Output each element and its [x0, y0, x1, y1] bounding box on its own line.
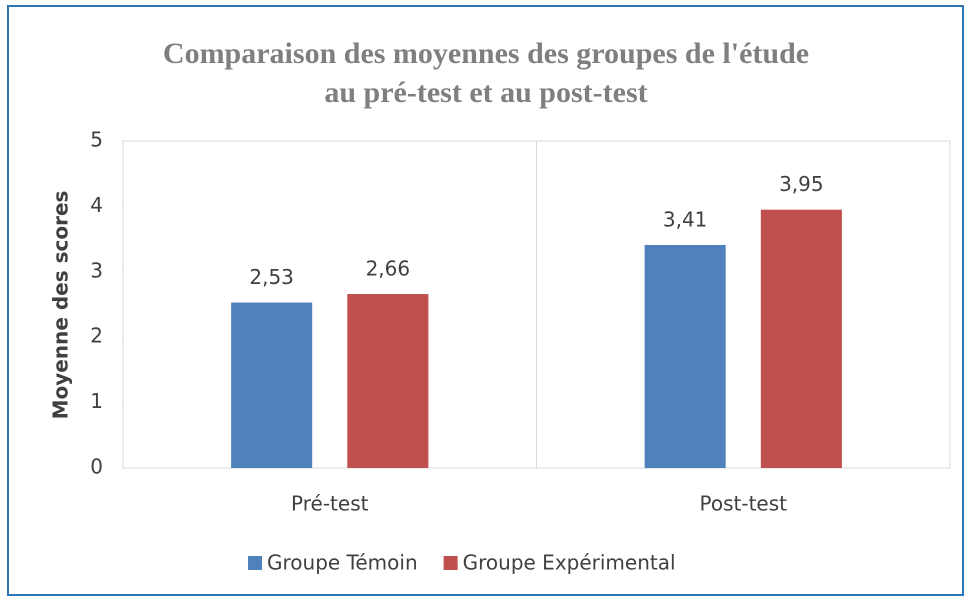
bar — [760, 209, 842, 469]
y-tick-label: 0 — [90, 455, 103, 479]
y-tick-label: 1 — [90, 389, 103, 413]
legend-label: Groupe Témoin — [267, 551, 418, 575]
y-axis-label: Moyenne des scores — [49, 191, 73, 420]
data-label: 3,41 — [663, 207, 708, 231]
bar — [644, 244, 726, 468]
y-tick-label: 3 — [90, 258, 103, 282]
bar — [347, 294, 429, 468]
data-label: 2,66 — [366, 257, 411, 281]
data-label: 3,95 — [779, 172, 824, 196]
x-tick-label: Post-test — [700, 492, 788, 516]
legend-swatch — [248, 556, 262, 570]
bar — [231, 302, 313, 468]
y-tick-label: 4 — [90, 193, 103, 217]
legend-swatch — [443, 556, 458, 570]
y-tick-label: 2 — [90, 324, 103, 348]
y-tick-label: 5 — [90, 128, 103, 152]
legend-label: Groupe Expérimental — [463, 551, 676, 575]
chart-title: Comparaison des moyennes des groupes de … — [162, 37, 810, 109]
x-tick-label: Pré-test — [291, 492, 369, 516]
data-label: 2,53 — [249, 265, 294, 289]
